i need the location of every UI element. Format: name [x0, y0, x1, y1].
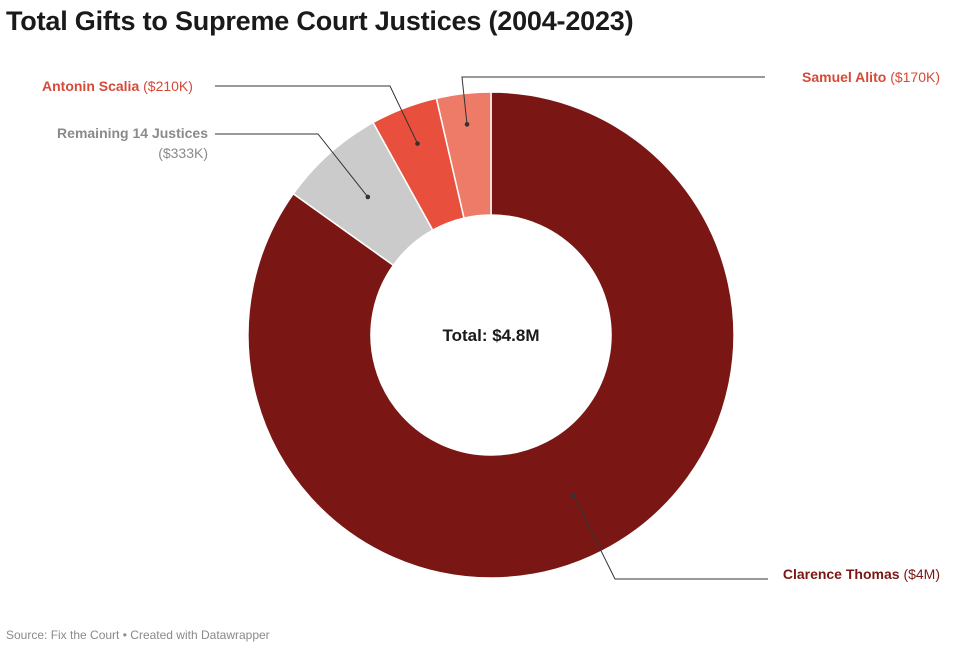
leader-dot-antonin-scalia	[415, 141, 420, 146]
leader-line-samuel-alito	[461, 76, 765, 125]
slice-labels: Clarence Thomas ($4M) Remaining 14 Justic…	[42, 69, 940, 582]
leader-line-antonin-scalia	[215, 85, 418, 144]
leader-dot-samuel-alito	[464, 122, 470, 127]
slice-samuel-alito	[435, 91, 492, 219]
leader-lines	[215, 76, 768, 580]
slice-label-antonin-scalia: Antonin Scalia ($210K)	[42, 78, 193, 94]
chart-footer: Source: Fix the Court • Created with Dat…	[6, 628, 270, 642]
center-total-label: Total: $4.8M	[443, 326, 540, 345]
donut-slices	[247, 91, 735, 579]
footer-separator: •	[122, 628, 127, 642]
leader-line-clarence-thomas	[572, 494, 768, 580]
slice-clarence-thomas	[247, 91, 735, 579]
chart-title: Total Gifts to Supreme Court Justices (2…	[6, 6, 634, 36]
leader-line-remaining-14-justices	[215, 133, 369, 198]
leader-dot-clarence-thomas	[571, 492, 576, 498]
slice-label-clarence-thomas: Clarence Thomas ($4M)	[783, 566, 940, 582]
slice-label-samuel-alito: Samuel Alito ($170K)	[802, 69, 940, 85]
footer-source: Source: Fix the Court	[6, 628, 120, 642]
slice-label-remaining-14-justices: Remaining 14 Justices ($333K)	[57, 125, 208, 161]
leader-dot-remaining-14-justices	[365, 194, 371, 200]
footer-credit: Created with Datawrapper	[130, 628, 270, 642]
